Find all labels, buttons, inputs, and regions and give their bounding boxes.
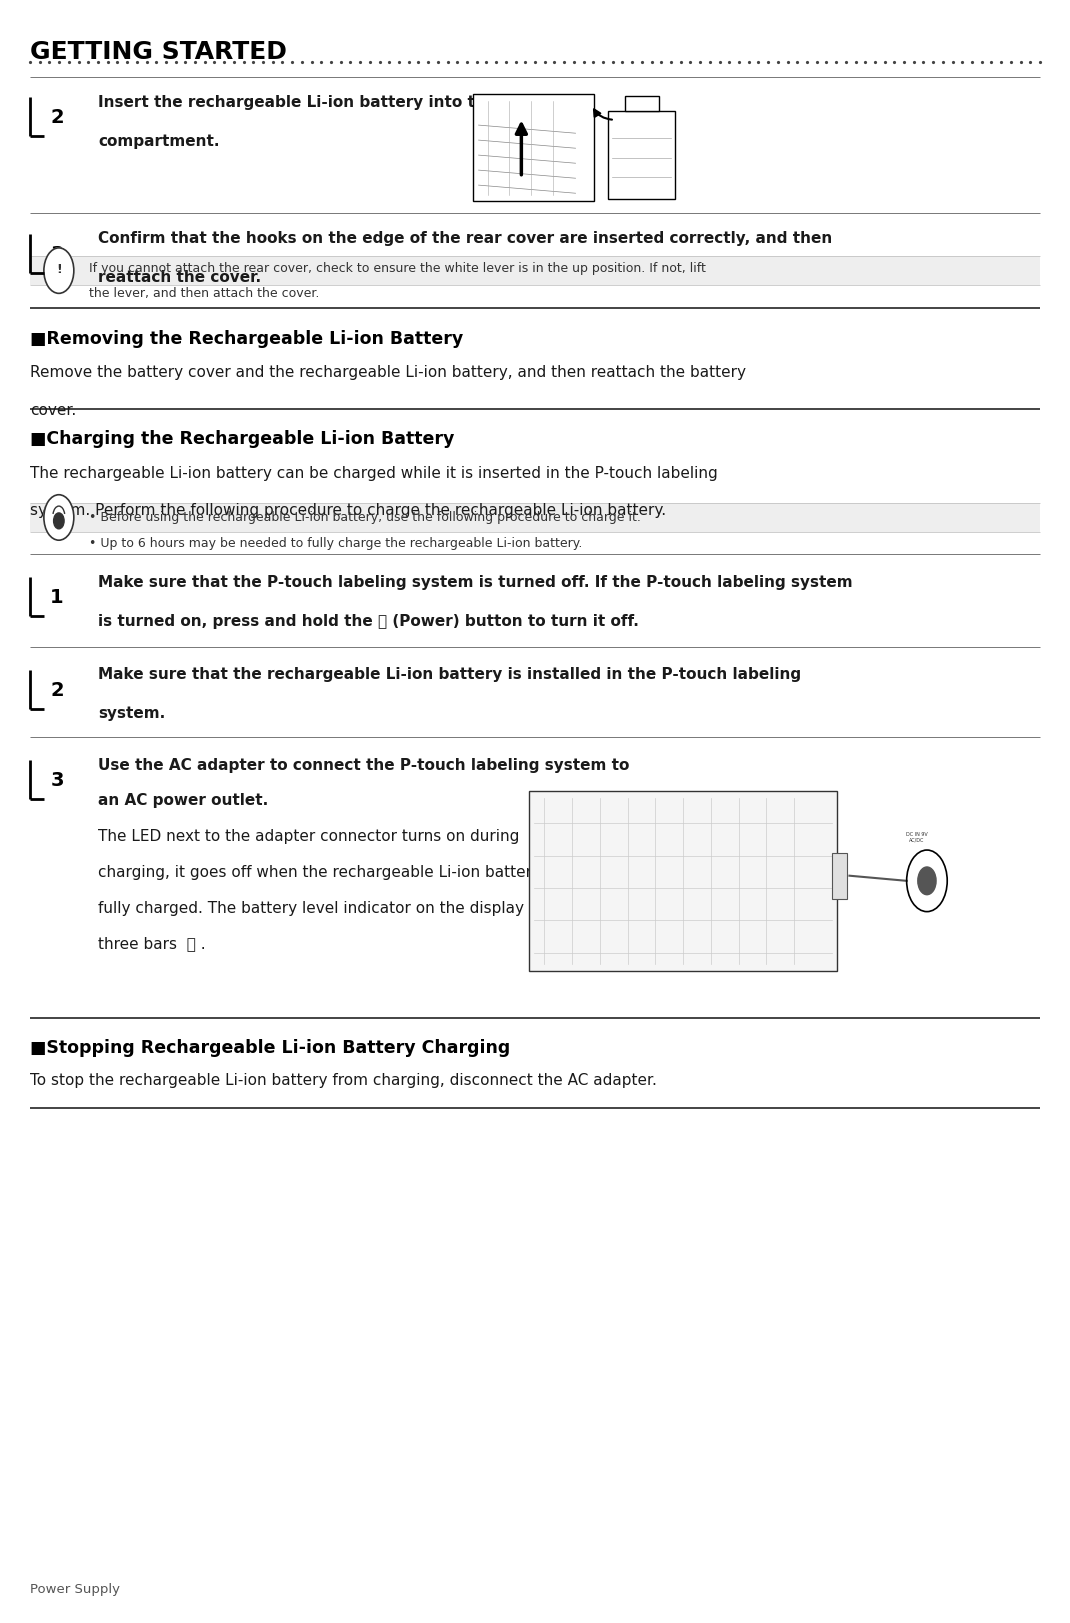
Text: system. Perform the following procedure to charge the rechargeable Li-ion batter: system. Perform the following procedure … — [30, 503, 667, 518]
Text: 3: 3 — [50, 245, 64, 263]
Text: 1: 1 — [50, 588, 64, 607]
Text: The LED next to the adapter connector turns on during: The LED next to the adapter connector tu… — [98, 828, 520, 844]
Text: !: ! — [56, 263, 62, 276]
Text: the lever, and then attach the cover.: the lever, and then attach the cover. — [89, 286, 319, 300]
Text: Remove the battery cover and the rechargeable Li-ion battery, and then reattach : Remove the battery cover and the recharg… — [30, 365, 746, 380]
Text: If you cannot attach the rear cover, check to ensure the white lever is in the u: If you cannot attach the rear cover, che… — [89, 261, 706, 276]
Text: Make sure that the rechargeable Li-ion battery is installed in the P-touch label: Make sure that the rechargeable Li-ion b… — [98, 667, 801, 682]
Text: Make sure that the P-touch labeling system is turned off. If the P-touch labelin: Make sure that the P-touch labeling syst… — [98, 575, 853, 589]
Circle shape — [44, 495, 74, 540]
Text: ■Stopping Rechargeable Li-ion Battery Charging: ■Stopping Rechargeable Li-ion Battery Ch… — [30, 1039, 510, 1057]
Text: 2: 2 — [50, 109, 64, 127]
Text: ■Removing the Rechargeable Li-ion Battery: ■Removing the Rechargeable Li-ion Batter… — [30, 329, 463, 347]
Text: Power Supply: Power Supply — [30, 1581, 120, 1594]
Text: DC IN 9V
AC/DC: DC IN 9V AC/DC — [906, 831, 928, 842]
Text: compartment.: compartment. — [98, 135, 220, 149]
Text: 3: 3 — [50, 771, 64, 789]
Bar — [529, 792, 838, 971]
Text: Confirm that the hooks on the edge of the rear cover are inserted correctly, and: Confirm that the hooks on the edge of th… — [98, 230, 832, 247]
Bar — [625, 97, 659, 112]
Bar — [832, 854, 847, 899]
Circle shape — [54, 513, 64, 529]
Text: reattach the cover.: reattach the cover. — [98, 269, 261, 286]
Circle shape — [918, 867, 936, 896]
Text: Use the AC adapter to connect the P-touch labeling system to: Use the AC adapter to connect the P-touc… — [98, 756, 630, 773]
Text: system.: system. — [98, 706, 166, 721]
Text: To stop the rechargeable Li-ion battery from charging, disconnect the AC adapter: To stop the rechargeable Li-ion battery … — [30, 1071, 657, 1087]
Text: cover.: cover. — [30, 403, 76, 417]
Circle shape — [906, 850, 947, 912]
Text: three bars  ⎕ .: three bars ⎕ . — [98, 935, 207, 951]
Text: fully charged. The battery level indicator on the display will fill: fully charged. The battery level indicat… — [98, 899, 578, 915]
Text: Insert the rechargeable Li-ion battery into the battery: Insert the rechargeable Li-ion battery i… — [98, 94, 566, 110]
Text: 2: 2 — [50, 680, 64, 700]
Text: • Before using the rechargeable Li-ion battery, use the following procedure to c: • Before using the rechargeable Li-ion b… — [89, 510, 641, 524]
Bar — [608, 112, 675, 200]
Text: The rechargeable Li-ion battery can be charged while it is inserted in the P-tou: The rechargeable Li-ion battery can be c… — [30, 466, 718, 480]
Bar — [473, 94, 594, 203]
Bar — [30, 256, 1040, 286]
Text: GETTING STARTED: GETTING STARTED — [30, 39, 287, 63]
Text: is turned on, press and hold the ⏻ (Power) button to turn it off.: is turned on, press and hold the ⏻ (Powe… — [98, 613, 639, 628]
Circle shape — [44, 248, 74, 294]
Text: • Up to 6 hours may be needed to fully charge the rechargeable Li-ion battery.: • Up to 6 hours may be needed to fully c… — [89, 536, 582, 550]
Bar — [30, 503, 1040, 532]
Text: ■Charging the Rechargeable Li-ion Battery: ■Charging the Rechargeable Li-ion Batter… — [30, 428, 455, 448]
Text: an AC power outlet.: an AC power outlet. — [98, 794, 269, 808]
Text: charging, it goes off when the rechargeable Li-ion battery is: charging, it goes off when the rechargea… — [98, 863, 559, 880]
